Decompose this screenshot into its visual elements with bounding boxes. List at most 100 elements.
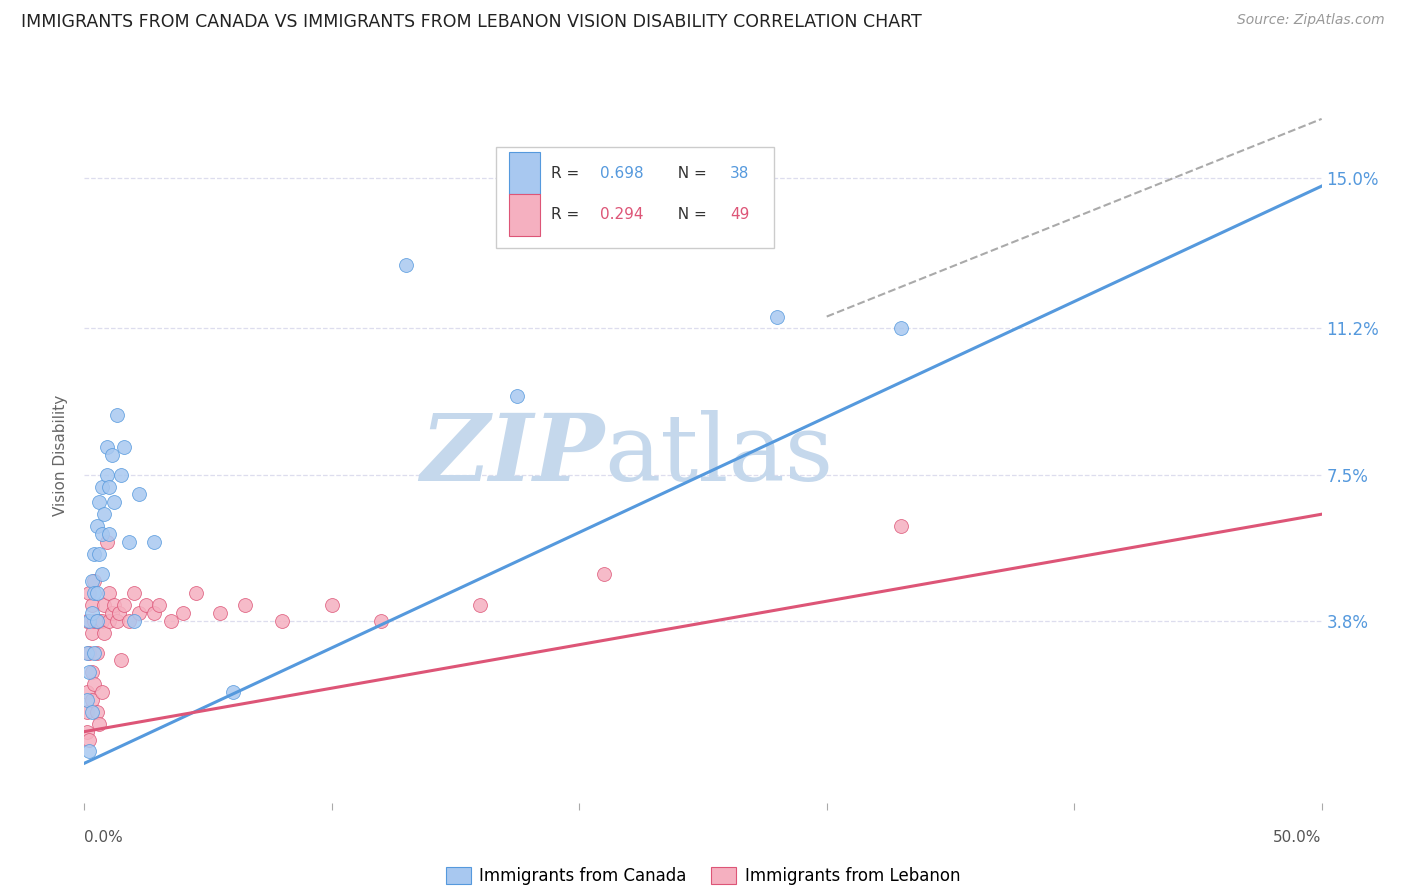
Point [142, 534, 165, 549]
Point [209, 606, 232, 620]
Point [93, 625, 115, 640]
Point [76, 705, 98, 719]
Point [76, 724, 98, 739]
FancyBboxPatch shape [509, 194, 540, 235]
Point [79, 744, 101, 758]
Text: R =: R = [551, 207, 583, 222]
Point [172, 606, 194, 620]
Point [90, 685, 112, 699]
Text: 0.698: 0.698 [600, 166, 644, 181]
Point [76, 614, 98, 628]
Point [96, 534, 118, 549]
Point [112, 440, 135, 454]
Point [321, 598, 343, 612]
Point [110, 653, 132, 667]
Point [83, 614, 105, 628]
Point [890, 321, 912, 335]
Point [79, 646, 101, 660]
Point [122, 614, 145, 628]
Point [222, 685, 245, 699]
Point [80, 665, 103, 680]
Point [90, 614, 112, 628]
Point [100, 606, 122, 620]
Text: 50.0%: 50.0% [1274, 830, 1322, 845]
Point [148, 598, 170, 612]
Point [89, 495, 111, 509]
Point [86, 519, 108, 533]
Point [122, 586, 145, 600]
Point [470, 598, 492, 612]
Point [80, 606, 103, 620]
Point [76, 685, 98, 699]
FancyBboxPatch shape [509, 153, 540, 194]
Point [89, 614, 111, 628]
Point [76, 646, 98, 660]
Point [79, 665, 101, 680]
Point [80, 574, 103, 589]
Text: ZIP: ZIP [420, 410, 605, 500]
Y-axis label: Vision Disability: Vision Disability [53, 394, 69, 516]
Text: 0.0%: 0.0% [84, 830, 124, 845]
Text: 0.294: 0.294 [600, 207, 644, 222]
Point [233, 598, 256, 612]
Point [100, 448, 122, 462]
Point [395, 258, 418, 272]
Point [76, 693, 98, 707]
Point [112, 598, 135, 612]
Text: 49: 49 [730, 207, 749, 222]
Point [128, 606, 150, 620]
Point [86, 586, 108, 600]
Text: N =: N = [668, 166, 711, 181]
Point [79, 614, 101, 628]
Point [118, 534, 141, 549]
Point [83, 547, 105, 561]
Point [98, 479, 121, 493]
Point [98, 614, 121, 628]
Point [89, 547, 111, 561]
Point [86, 614, 108, 628]
FancyBboxPatch shape [496, 147, 773, 248]
Text: Source: ZipAtlas.com: Source: ZipAtlas.com [1237, 13, 1385, 28]
Point [105, 614, 128, 628]
Text: N =: N = [668, 207, 711, 222]
Point [110, 467, 132, 482]
Point [83, 677, 105, 691]
Point [103, 598, 125, 612]
Point [160, 614, 183, 628]
Point [93, 507, 115, 521]
Point [80, 625, 103, 640]
Point [83, 646, 105, 660]
Point [83, 586, 105, 600]
Point [80, 598, 103, 612]
Point [105, 409, 128, 423]
Point [128, 487, 150, 501]
Point [80, 705, 103, 719]
Point [86, 614, 108, 628]
Point [271, 614, 294, 628]
Point [103, 495, 125, 509]
Point [90, 479, 112, 493]
Point [766, 310, 789, 324]
Text: atlas: atlas [605, 410, 834, 500]
Point [108, 606, 131, 620]
Text: R =: R = [551, 166, 583, 181]
Point [184, 586, 207, 600]
Point [90, 527, 112, 541]
Point [96, 440, 118, 454]
Point [370, 614, 392, 628]
Point [79, 586, 101, 600]
Point [98, 586, 121, 600]
Point [96, 467, 118, 482]
Point [593, 566, 616, 581]
Point [890, 519, 912, 533]
Point [142, 606, 165, 620]
Point [90, 566, 112, 581]
Point [98, 527, 121, 541]
Point [86, 705, 108, 719]
Point [506, 389, 529, 403]
Point [80, 693, 103, 707]
Point [89, 716, 111, 731]
Text: 38: 38 [730, 166, 749, 181]
Legend: Immigrants from Canada, Immigrants from Lebanon: Immigrants from Canada, Immigrants from … [439, 861, 967, 892]
Text: IMMIGRANTS FROM CANADA VS IMMIGRANTS FROM LEBANON VISION DISABILITY CORRELATION : IMMIGRANTS FROM CANADA VS IMMIGRANTS FRO… [21, 13, 922, 31]
